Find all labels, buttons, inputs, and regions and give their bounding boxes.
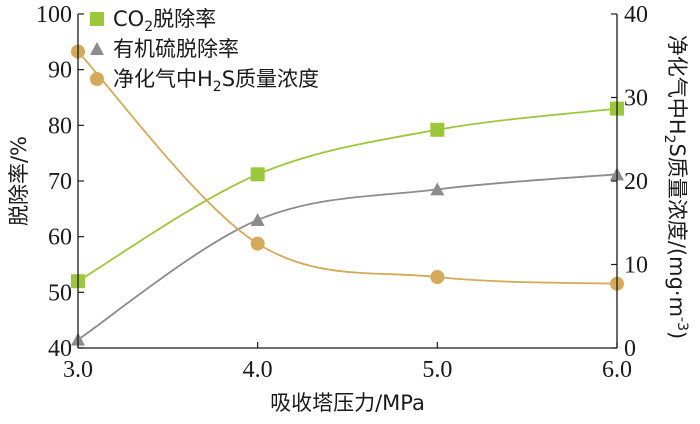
legend-label-sub: 2 (213, 79, 222, 95)
y-right-title-sup: -3 (674, 317, 690, 331)
y-right-axis-title: 净化气中H2S质量浓度/(mg·m-3) (661, 35, 690, 339)
series-1 (71, 101, 624, 289)
y-left-tick-label: 50 (48, 280, 72, 306)
legend-label: 有机硫脱除率 (113, 37, 239, 61)
x-tick-label: 5.0 (422, 357, 452, 383)
x-tick-label: 3.0 (63, 357, 93, 383)
legend-item: 有机硫脱除率 (90, 37, 239, 61)
series-line (77, 173, 618, 341)
series-2 (71, 167, 624, 346)
x-tick-label: 6.0 (602, 357, 632, 383)
legend-marker (90, 72, 104, 86)
y-right-tick-label: 0 (624, 336, 636, 362)
legend-label-tail: 脱除率 (153, 7, 216, 31)
y-left-tick-label: 90 (48, 58, 72, 84)
legend-label-main: 净化气中H (113, 67, 213, 91)
legend-label-sub: 2 (144, 19, 153, 35)
series-line (77, 50, 618, 285)
legend-label: CO2脱除率 (113, 7, 216, 35)
y-left-tick-label: 60 (48, 225, 72, 251)
legend-item: 净化气中H2S质量浓度 (90, 67, 319, 95)
y-right-tick-label: 40 (624, 2, 648, 28)
x-axis-title: 吸收塔压力/MPa (270, 391, 425, 415)
legend-marker (90, 42, 104, 55)
data-point (250, 167, 265, 182)
data-point (430, 122, 445, 137)
legend-label-main: 有机硫脱除率 (113, 37, 239, 61)
y-right-tick-label: 20 (624, 169, 648, 195)
x-tick-label: 4.0 (243, 357, 273, 383)
data-point (430, 270, 445, 285)
y-left-tick-label: 70 (48, 169, 72, 195)
y-left-tick-label: 80 (48, 113, 72, 139)
y-right-tick-label: 10 (624, 253, 648, 279)
data-point (250, 236, 265, 251)
y-right-title-sub: 2 (661, 135, 677, 144)
y-right-tick-label: 30 (624, 86, 648, 112)
data-point (250, 212, 265, 226)
data-point (430, 182, 445, 196)
legend-label: 净化气中H2S质量浓度 (113, 67, 319, 95)
legend-item: CO2脱除率 (90, 7, 216, 35)
legend-label-main: CO (113, 7, 144, 31)
series-line (77, 107, 618, 282)
y-left-tick-label: 40 (48, 336, 72, 362)
legend-marker (90, 12, 104, 26)
y-right-title-close: ) (665, 331, 689, 339)
y-right-title-main: 净化气中H (665, 35, 689, 135)
y-left-tick-label: 100 (36, 2, 72, 28)
y-right-title-tail: S质量浓度/(mg·m (665, 144, 689, 318)
axes-layer: 3.0 4.0 5.0 6.0 40 50 60 70 80 90 100 0 10 20 30 40 (36, 2, 648, 383)
legend-label-tail: S质量浓度 (222, 67, 319, 91)
y-left-axis-title: 脱除率/% (7, 136, 31, 226)
